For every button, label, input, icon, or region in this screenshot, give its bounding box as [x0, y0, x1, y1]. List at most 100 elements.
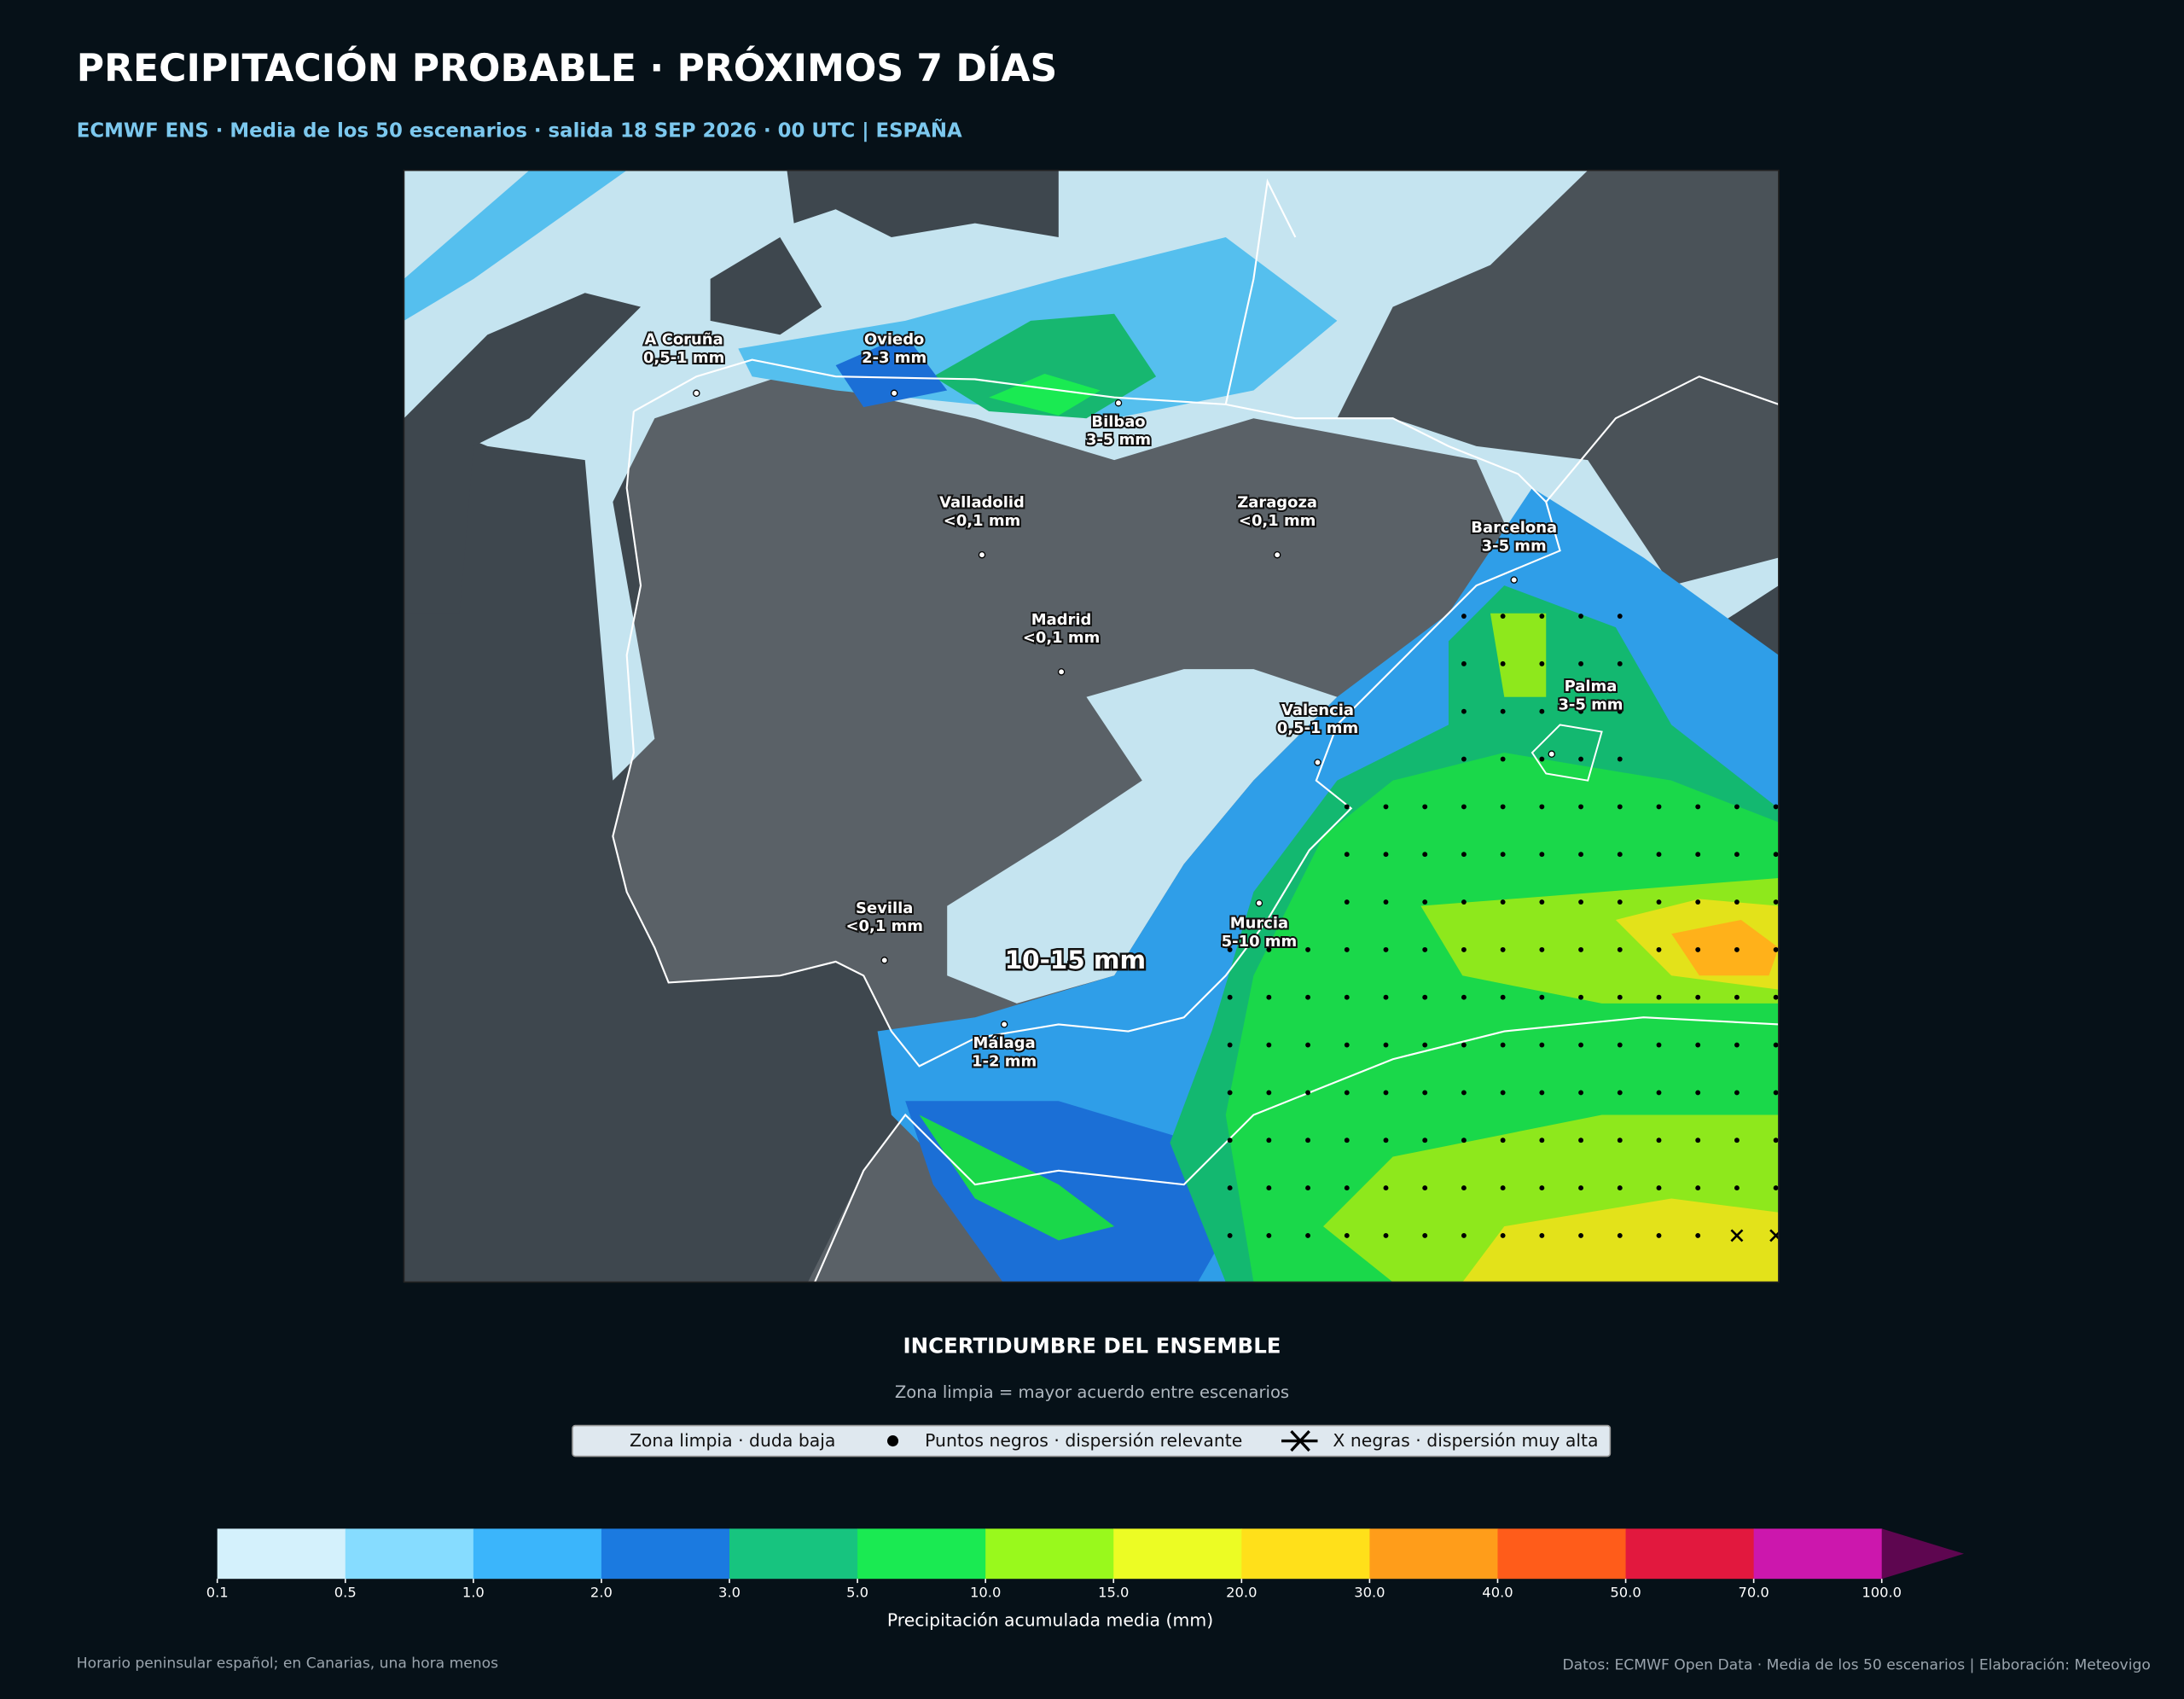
uncertainty-dot [1227, 946, 1233, 952]
uncertainty-dot [1539, 1232, 1545, 1238]
uncertainty-dot [1695, 946, 1701, 952]
uncertainty-dot [1656, 994, 1662, 1000]
city-marker [1255, 899, 1263, 907]
colorbar-extend [1881, 1528, 1965, 1580]
uncertainty-dot [1305, 946, 1310, 952]
x-stroke [1769, 1231, 1779, 1242]
uncertainty-dot [1734, 994, 1740, 1000]
uncertainty-dot [1695, 852, 1701, 858]
uncertainty-dot [1500, 899, 1506, 905]
uncertainty-dot [1344, 946, 1350, 952]
city-name: Murcia [1230, 915, 1288, 933]
colorbar: 0.1 0.5 1.0 2.0 3.0 5.0 10.0 15.0 20.0 30.0 40.0 50… [206, 1528, 1965, 1600]
uncertainty-dot [1500, 1232, 1506, 1238]
uncertainty-dot [1422, 1185, 1428, 1191]
uncertainty-dot [1305, 1090, 1310, 1096]
uncertainty-dot [1461, 1090, 1467, 1096]
uncertainty-dot [1578, 852, 1583, 858]
uncertainty-dot [1461, 708, 1467, 714]
uncertainty-dot [1500, 804, 1506, 810]
uncertainty-dot [1734, 804, 1740, 810]
city-value: 2-3 mm [862, 349, 926, 367]
uncertainty-dot [1266, 1138, 1272, 1143]
uncertainty-dot [1695, 1232, 1701, 1238]
uncertainty-dot [1578, 1185, 1583, 1191]
uncertainty-dot [1578, 756, 1583, 762]
uncertainty-dot [1266, 1232, 1272, 1238]
uncertainty-dot [1227, 1042, 1233, 1048]
colorbar-tick-label: 20.0 [1226, 1584, 1257, 1600]
uncertainty-dot [1578, 1138, 1583, 1143]
legend-x [1281, 1430, 1318, 1452]
city-name: Bilbao [1091, 413, 1145, 431]
colorbar-segment [1241, 1528, 1371, 1580]
city-name: Valladolid [939, 494, 1025, 512]
uncertainty-dot [1383, 804, 1389, 810]
uncertainty-dot [1734, 1185, 1740, 1191]
legend-label: Zona limpia · duda baja [630, 1430, 835, 1451]
uncertainty-dot [1227, 994, 1233, 1000]
uncertainty-dot [1383, 1185, 1389, 1191]
uncertainty-dot [1656, 946, 1662, 952]
uncertainty-dot [1656, 804, 1662, 810]
annotation: 10-15 mm [1005, 946, 1146, 975]
subtitle: ECMWF ENS · Media de los 50 escenarios ·… [77, 118, 962, 142]
uncertainty-dot [1617, 1185, 1623, 1191]
colorbar-segment [345, 1528, 474, 1580]
uncertainty-dot [1305, 1185, 1310, 1191]
uncertainty-dot [1539, 1138, 1545, 1143]
colorbar-tick-label: 40.0 [1482, 1584, 1513, 1600]
legend-label: X negras · dispersión muy alta [1333, 1430, 1598, 1451]
uncertainty-title: INCERTIDUMBRE DEL ENSEMBLE [903, 1334, 1281, 1359]
uncertainty-dot [1344, 1042, 1350, 1048]
uncertainty-dot [1695, 1090, 1701, 1096]
uncertainty-dot [1617, 1042, 1623, 1048]
uncertainty-dot [1344, 804, 1350, 810]
uncertainty-dot [1734, 1090, 1740, 1096]
coastline [1545, 375, 1779, 503]
city-marker [1314, 759, 1321, 766]
uncertainty-dot [1695, 994, 1701, 1000]
uncertainty-dot [1227, 1090, 1233, 1096]
uncertainty-dot [1695, 1138, 1701, 1143]
map-frame [403, 169, 1780, 1283]
uncertainty-dot [1656, 1090, 1662, 1096]
uncertainty-dot [1539, 1042, 1545, 1048]
colorbar-tick-label: 30.0 [1354, 1584, 1385, 1600]
precip-area [932, 313, 1157, 419]
city-marker [693, 389, 700, 398]
uncertainty-dot [1500, 994, 1506, 1000]
colorbar-segment [1113, 1528, 1243, 1580]
uncertainty-dot [1617, 852, 1623, 858]
uncertainty-dot [1539, 804, 1545, 810]
uncertainty-dot [1617, 1138, 1623, 1143]
uncertainty-dot [1383, 1042, 1389, 1048]
uncertainty-dot [1695, 899, 1701, 905]
uncertainty-dot [1305, 994, 1310, 1000]
uncertainty-dot [1500, 708, 1506, 714]
uncertainty-dot [1344, 1185, 1350, 1191]
uncertainty-dot [1500, 660, 1506, 666]
uncertainty-dot [1461, 1185, 1467, 1191]
uncertainty-dot [1422, 994, 1428, 1000]
uncertainty-dot [1695, 1042, 1701, 1048]
uncertainty-dot [1578, 994, 1583, 1000]
uncertainty-dot [1734, 946, 1740, 952]
uncertainty-dot [1617, 708, 1623, 714]
city-name: Sevilla [856, 899, 913, 917]
uncertainty-dot [1266, 994, 1272, 1000]
uncertainty-dot [1305, 1042, 1310, 1048]
uncertainty-dot [1656, 1185, 1662, 1191]
uncertainty-dot [1539, 614, 1545, 619]
uncertainty-dot [1617, 614, 1623, 619]
land [807, 1114, 1003, 1283]
uncertainty-dot [1734, 1042, 1740, 1048]
uncertainty-dot [1500, 1138, 1506, 1143]
city-marker [1114, 399, 1123, 407]
uncertainty-dot [1500, 1042, 1506, 1048]
uncertainty-dot [1383, 1232, 1389, 1238]
city-marker [1057, 668, 1066, 676]
